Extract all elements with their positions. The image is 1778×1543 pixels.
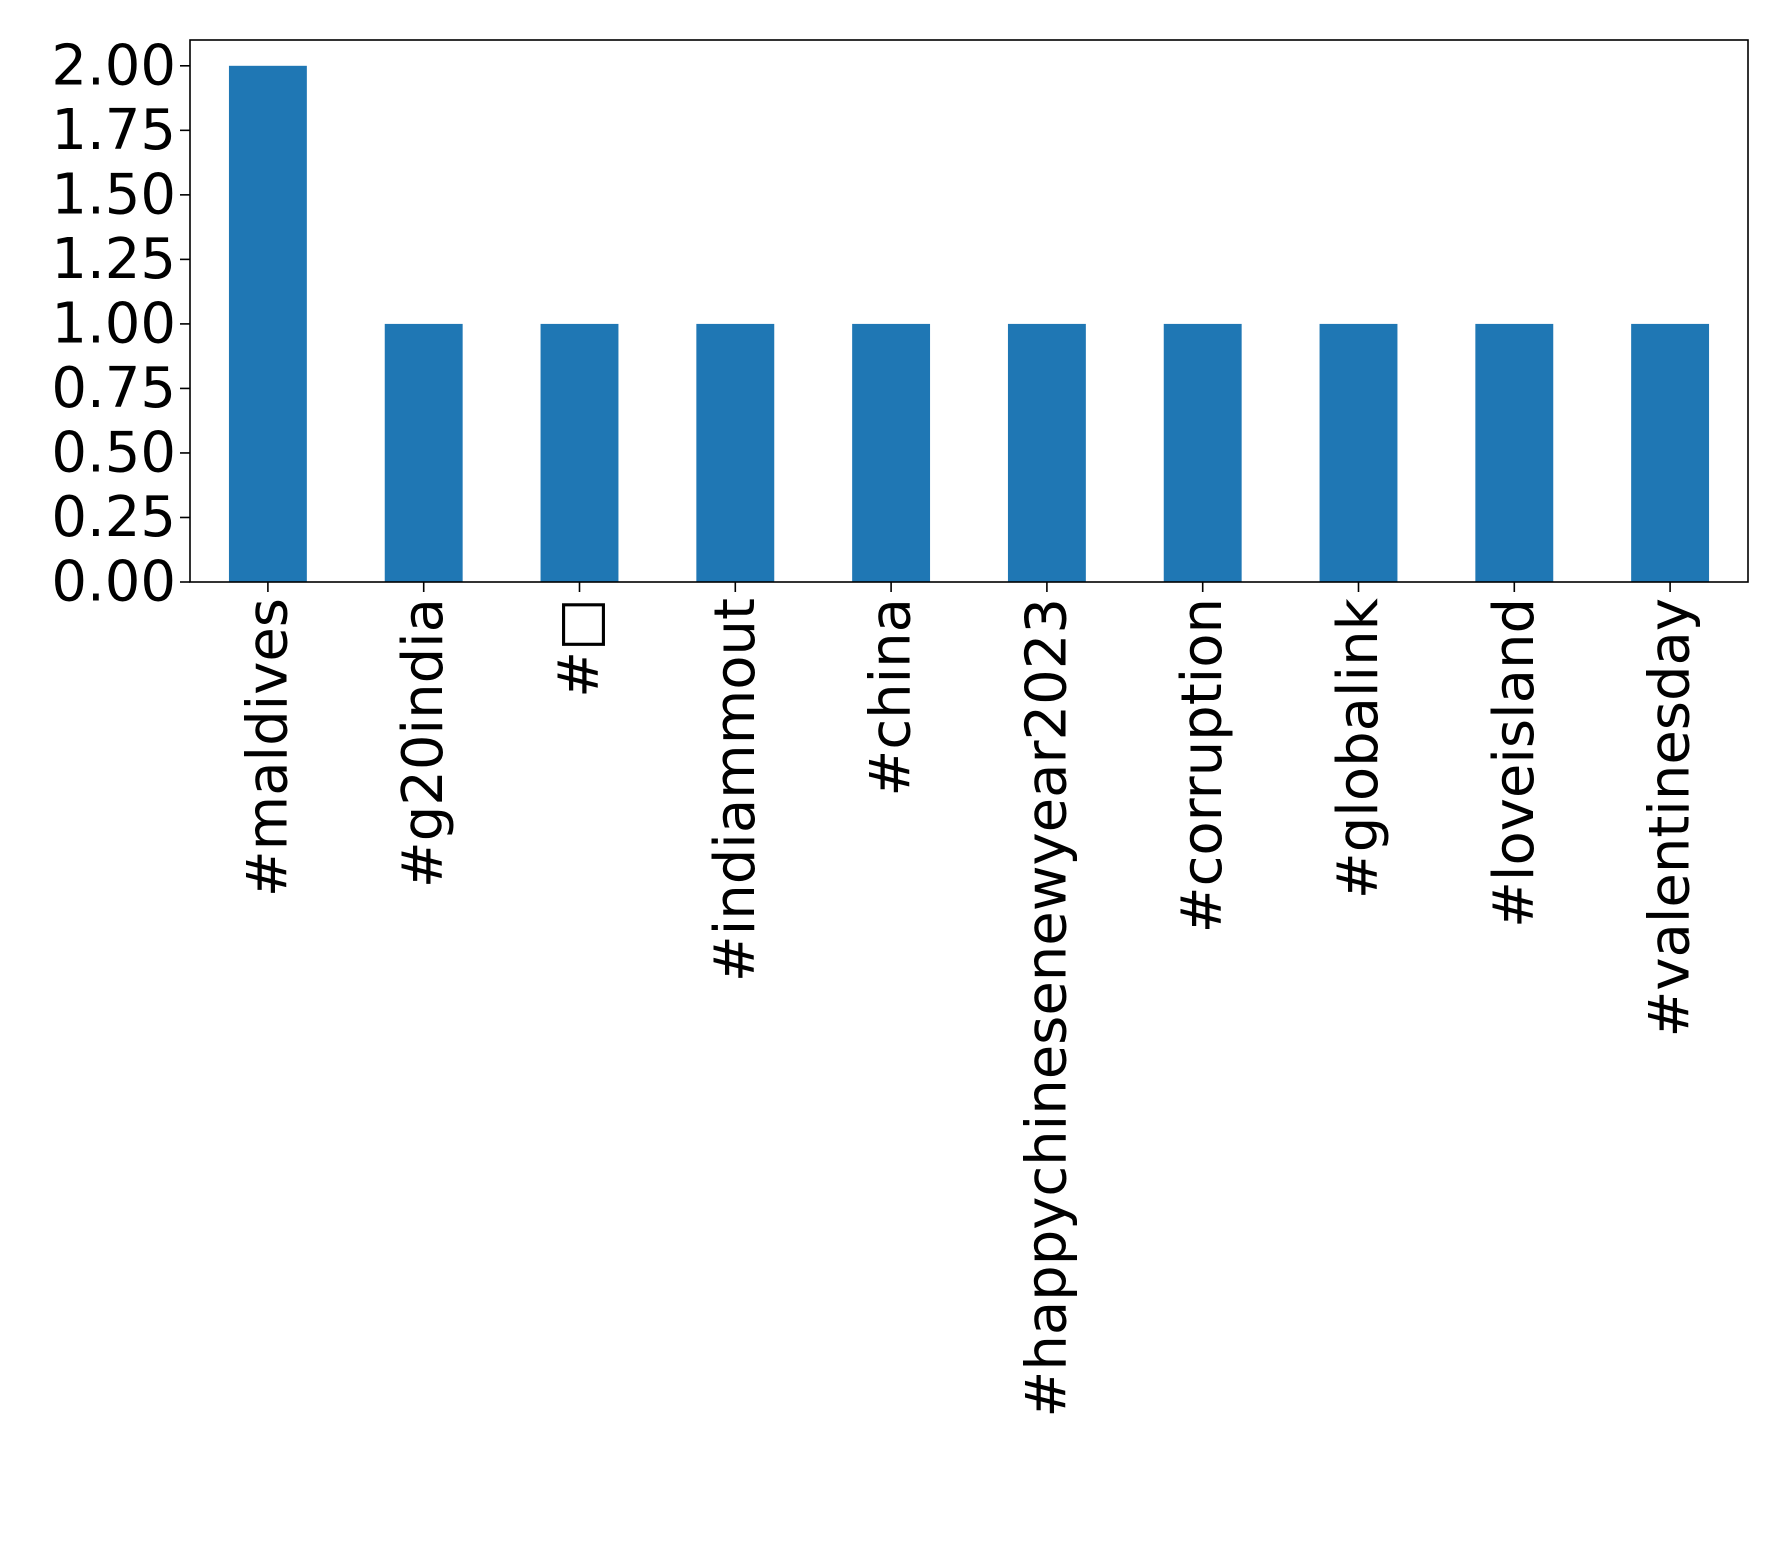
x-tick-label-8: #loveisland	[1482, 598, 1547, 928]
bar-4	[852, 323, 931, 582]
x-tick-label-5: #happychinesenewyear2023	[1014, 598, 1079, 1418]
plot-frame	[189, 39, 1749, 583]
y-tick-label-3: 0.75	[51, 356, 176, 421]
y-tick-label-5: 1.25	[51, 227, 176, 292]
bars-group	[228, 65, 1710, 583]
y-tick-label-6: 1.50	[51, 162, 176, 227]
bar-7	[1319, 323, 1398, 582]
x-tick-label-3: #indiammout	[703, 598, 768, 982]
y-tick-label-7: 1.75	[51, 98, 176, 163]
y-tick-label-0: 0.00	[51, 550, 176, 615]
bar-9	[1631, 323, 1710, 582]
x-tick-label-4: #china	[859, 598, 924, 797]
y-axis-ticks: 0.000.250.500.751.001.251.501.752.00	[51, 33, 190, 615]
bar-3	[696, 323, 775, 582]
x-tick-label-6: #corruption	[1170, 598, 1235, 933]
y-tick-label-4: 1.00	[51, 291, 176, 356]
bar-6	[1163, 323, 1242, 582]
y-tick-label-1: 0.25	[51, 485, 176, 550]
bar-2	[540, 323, 619, 582]
bar-0	[228, 65, 307, 583]
x-axis-ticks: #maldives #g20india #□ #indiammout #china #ha…	[235, 582, 1703, 1418]
x-tick-label-2: #□	[547, 598, 612, 698]
bar-5	[1007, 323, 1086, 582]
x-tick-label-9: #valentinesday	[1638, 598, 1703, 1038]
x-tick-label-1: #g20india	[391, 598, 456, 888]
bar-1	[384, 323, 463, 582]
y-tick-label-2: 0.50	[51, 420, 176, 485]
bar-8	[1475, 323, 1554, 582]
x-tick-label-0: #maldives	[235, 598, 300, 897]
x-tick-label-7: #globalink	[1326, 597, 1391, 899]
y-tick-label-8: 2.00	[51, 33, 176, 98]
